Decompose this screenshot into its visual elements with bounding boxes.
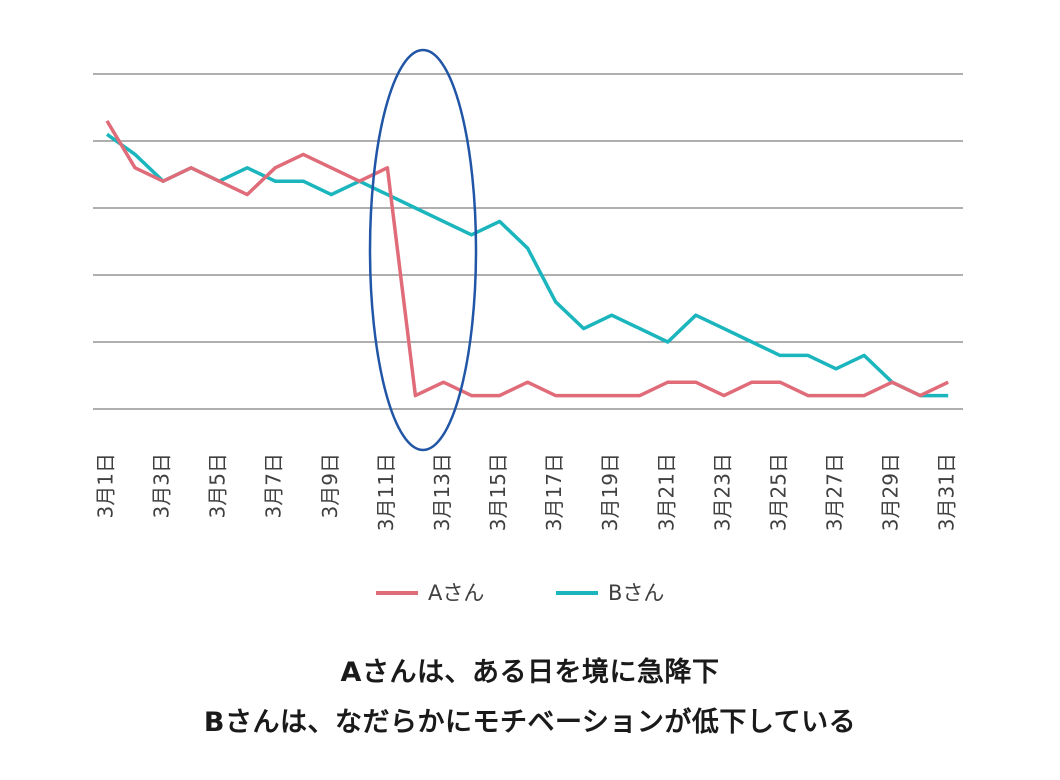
series-line-b — [105, 132, 949, 398]
x-tick-label: 3月7日 — [262, 453, 286, 518]
caption-line-2: Bさんは、なだらかにモチベーションが低下している — [203, 707, 857, 738]
caption-line-1: Aさんは、ある日を境に急降下 — [340, 657, 720, 688]
x-tick-label: 3月1日 — [94, 453, 118, 518]
x-tick-label: 3月25日 — [767, 453, 791, 531]
highlight-annotation — [368, 48, 478, 452]
x-tick-label: 3月11日 — [374, 453, 398, 531]
x-tick-label: 3月15日 — [486, 453, 510, 531]
legend: Aさん Bさん — [376, 581, 664, 605]
legend-label-b: Bさん — [608, 581, 664, 605]
x-tick-label: 3月23日 — [710, 453, 734, 531]
series-layer — [105, 120, 949, 398]
legend-label-a: Aさん — [428, 581, 484, 605]
x-tick-label: 3月5日 — [206, 453, 230, 518]
x-tick-label: 3月21日 — [654, 453, 678, 531]
x-tick-label: 3月9日 — [318, 453, 342, 518]
x-tick-label: 3月13日 — [430, 453, 454, 531]
line-chart: 3月1日 3月3日 3月5日 3月7日 3月9日 3月11日 3月13日 3月15日 3月17日… — [93, 48, 963, 605]
x-tick-label: 3月3日 — [150, 453, 174, 518]
series-line-a — [105, 120, 949, 398]
x-tick-label: 3月29日 — [879, 453, 903, 531]
x-tick-label: 3月27日 — [823, 453, 847, 531]
x-tick-label: 3月19日 — [598, 453, 622, 531]
gridlines — [93, 73, 963, 410]
x-tick-label: 3月31日 — [935, 453, 959, 531]
x-tick-label: 3月17日 — [542, 453, 566, 531]
x-axis-tick-labels: 3月1日 3月3日 3月5日 3月7日 3月9日 3月11日 3月13日 3月15日 3月17日… — [94, 453, 959, 531]
highlight-ellipse — [368, 48, 478, 452]
